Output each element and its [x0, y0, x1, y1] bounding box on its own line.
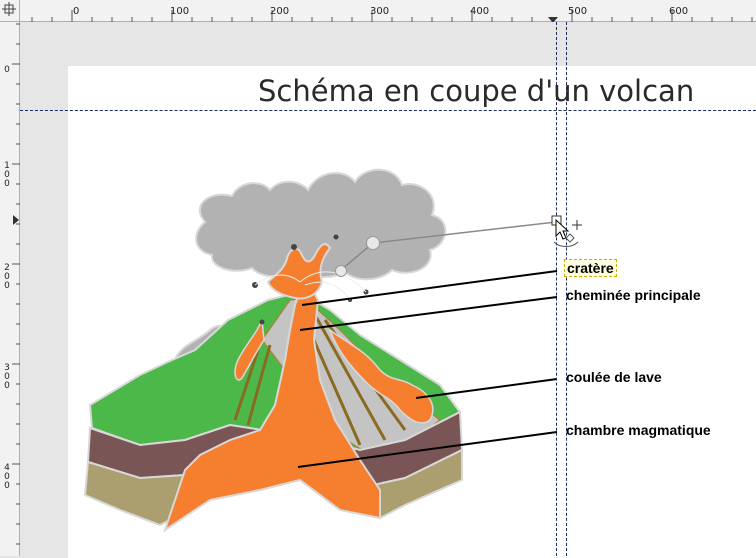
ruler-label: 300	[370, 6, 390, 17]
ruler-label: 600	[669, 6, 689, 17]
label-cheminee[interactable]: cheminée principale	[566, 287, 701, 303]
horizontal-ruler-ticks	[31, 10, 753, 22]
ruler-label: 0	[73, 6, 80, 17]
vertical-ruler-ticks	[12, 23, 20, 545]
horizontal-guide[interactable]	[20, 110, 756, 111]
ruler-label: 200	[270, 6, 290, 17]
ruler-corner[interactable]	[0, 0, 20, 22]
vertical-guide[interactable]	[556, 22, 557, 556]
label-cratere[interactable]: cratère	[564, 259, 617, 277]
ruler-label: 100	[170, 6, 190, 17]
ruler-position-marker-icon	[13, 215, 19, 225]
horizontal-ruler[interactable]: 0 100 200 300 400 500 600	[0, 0, 756, 22]
document-page[interactable]	[68, 66, 756, 558]
ruler-label: 500	[568, 6, 588, 17]
page-title[interactable]: Schéma en coupe d'un volcan	[258, 74, 695, 108]
label-chambre[interactable]: chambre magmatique	[566, 422, 711, 438]
ruler-label: 400	[470, 6, 490, 17]
vertical-guide[interactable]	[566, 22, 567, 556]
label-coulee[interactable]: coulée de lave	[566, 369, 662, 385]
ruler-position-marker-icon	[548, 17, 558, 22]
ruler-origin-icon	[2, 2, 16, 16]
ruler-label: 0	[4, 65, 10, 75]
